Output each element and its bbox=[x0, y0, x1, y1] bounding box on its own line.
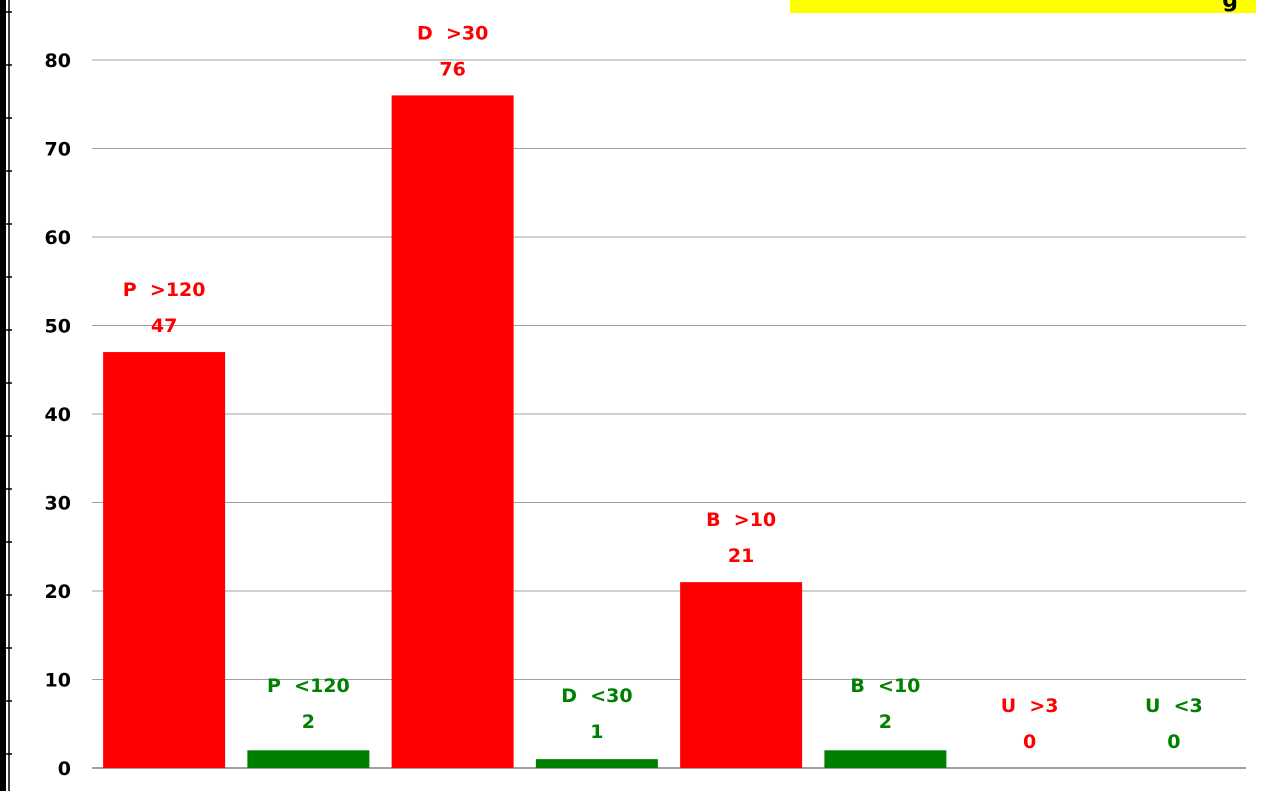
left-border bbox=[0, 0, 6, 791]
title-banner-text: g bbox=[1222, 0, 1238, 13]
data-labels: P >120 47 P <120 2 D >30 76 D <30 1 B >10 21 B <10… bbox=[123, 22, 1203, 753]
bar-category-label: B <10 bbox=[850, 675, 920, 697]
y-tick-label: 10 bbox=[45, 670, 71, 692]
bar-category-label: D >30 bbox=[417, 22, 488, 44]
title-banner: g bbox=[790, 0, 1256, 13]
bar-value-label: 0 bbox=[1023, 731, 1036, 753]
y-tick-label: 30 bbox=[45, 493, 71, 515]
left-border-ticks bbox=[6, 11, 12, 755]
bar-value-label: 47 bbox=[151, 315, 177, 337]
bars bbox=[103, 95, 947, 768]
bar-value-label: 21 bbox=[728, 545, 754, 567]
bar-value-label: 2 bbox=[879, 711, 892, 733]
bar bbox=[680, 582, 803, 768]
y-tick-label: 50 bbox=[45, 316, 71, 338]
y-axis: 0 10 20 30 40 50 60 70 80 bbox=[45, 50, 71, 780]
y-tick-label: 40 bbox=[45, 404, 71, 426]
bar-value-label: 1 bbox=[590, 721, 603, 743]
bar bbox=[103, 352, 226, 768]
gridlines bbox=[92, 59, 1246, 769]
bar-value-label: 2 bbox=[302, 711, 315, 733]
y-tick-label: 80 bbox=[45, 50, 71, 72]
y-tick-label: 70 bbox=[45, 139, 71, 161]
bar-value-label: 0 bbox=[1167, 731, 1180, 753]
bar bbox=[824, 750, 947, 768]
bar bbox=[535, 759, 658, 768]
bar-category-label: P >120 bbox=[123, 279, 206, 301]
y-tick-label: 0 bbox=[58, 758, 71, 780]
bar-category-label: U >3 bbox=[1001, 695, 1059, 717]
bar-category-label: B >10 bbox=[706, 509, 776, 531]
bar-value-label: 76 bbox=[439, 58, 465, 80]
bar-category-label: D <30 bbox=[561, 685, 632, 707]
bar-category-label: P <120 bbox=[267, 675, 350, 697]
bar bbox=[391, 95, 514, 768]
y-tick-label: 60 bbox=[45, 227, 71, 249]
bar-category-label: U <3 bbox=[1145, 695, 1203, 717]
bar bbox=[247, 750, 370, 768]
y-tick-label: 20 bbox=[45, 581, 71, 603]
